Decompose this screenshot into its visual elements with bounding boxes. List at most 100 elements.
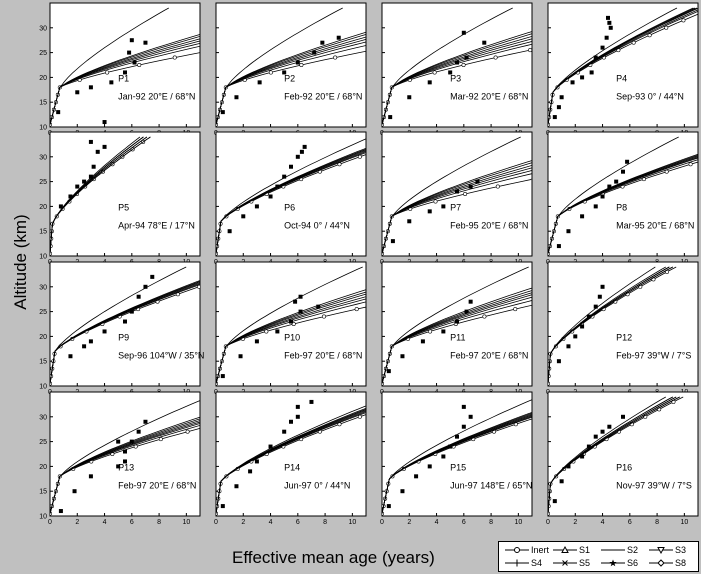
- panel-frame: [547, 131, 699, 257]
- observation-point: [407, 95, 412, 100]
- series-point-inert: [681, 18, 686, 23]
- x-tick-label: 4: [435, 519, 439, 526]
- series-point-inert: [333, 55, 338, 60]
- panel-id-label: P12: [616, 332, 632, 342]
- observation-point: [600, 284, 605, 289]
- observation-point: [132, 60, 137, 65]
- observation-point: [136, 429, 141, 434]
- x-tick-label: 6: [462, 519, 466, 526]
- panel-frame: [547, 391, 699, 517]
- observation-point: [400, 354, 405, 359]
- legend-item-s6: S6: [601, 558, 638, 568]
- legend-marker-line-icon: [601, 549, 625, 551]
- x-axis-label: Effective mean age (years): [232, 548, 435, 567]
- observation-point: [88, 85, 93, 90]
- x-tick-label: 8: [655, 519, 659, 526]
- y-tick-label: 30: [39, 25, 47, 32]
- observation-point: [455, 434, 459, 439]
- observation-point: [614, 179, 619, 184]
- model-lines: [548, 266, 677, 386]
- series-line-s8: [382, 7, 513, 125]
- observation-point: [75, 90, 80, 95]
- panel-id-label: P16: [616, 462, 632, 472]
- y-tick-label: 30: [39, 284, 47, 291]
- observation-point: [559, 479, 564, 484]
- series-point-inert: [354, 307, 359, 312]
- panel-caption: Feb-97 20°E / 68°N: [118, 481, 196, 491]
- panel-caption: Sep-96 104°W / 35°N: [118, 351, 204, 361]
- y-axis-label: Altitude (km): [11, 214, 30, 310]
- panel-frame: [49, 261, 201, 387]
- legend-item-s2: S2: [601, 545, 638, 555]
- observation-point: [441, 204, 446, 209]
- observation-point: [123, 319, 127, 324]
- panel-id-label: P3: [450, 73, 461, 83]
- observation-point: [621, 169, 625, 174]
- observation-point: [129, 38, 134, 43]
- observation-point: [88, 339, 93, 344]
- panel-p14: 0 2 4 6 8 10 P14 Jun-97 0° / 44°N: [214, 391, 367, 526]
- series-point-inert: [493, 55, 498, 60]
- observation-point: [461, 424, 466, 429]
- y-tick-label: 25: [39, 439, 47, 446]
- panel-p2: 0246810P2Feb-92 20°E / 68°N: [214, 2, 367, 137]
- y-tick-label: 20: [39, 75, 47, 82]
- panel-p4: 0246810P4Sep-93 0° / 44°N: [546, 2, 699, 137]
- observation-point: [82, 344, 87, 349]
- observation-point: [448, 70, 453, 75]
- observation-point: [552, 499, 557, 504]
- observation-point: [441, 329, 446, 334]
- observation-point: [220, 374, 225, 379]
- series-point-inert: [688, 162, 693, 167]
- series-point-inert: [158, 437, 163, 442]
- series-point-inert: [172, 55, 177, 60]
- series-line-s8: [50, 136, 141, 254]
- y-tick-label: 15: [39, 359, 47, 366]
- observation-point: [427, 209, 432, 214]
- panel-p15: 0 2 4 6 8 10 P15 Jun-97 148°E / 65°N: [380, 391, 540, 526]
- series-line-s8: [216, 7, 343, 125]
- legend-marker-star-icon: [601, 559, 625, 567]
- observation-point: [275, 329, 280, 334]
- panel-p7: 0246810P7Feb-95 20°E / 68°N: [380, 131, 533, 266]
- x-tick-label: 10: [514, 519, 522, 526]
- series-point-inert: [268, 70, 273, 75]
- observation-point: [320, 40, 325, 45]
- y-tick-label: 15: [39, 100, 47, 107]
- observation-point: [312, 50, 317, 55]
- panel-caption: Feb-97 20°E / 68°N: [284, 351, 362, 361]
- observation-point: [461, 30, 466, 35]
- x-tick-label: 4: [103, 519, 107, 526]
- observation-point: [566, 229, 571, 234]
- panel-frame: [215, 131, 367, 257]
- observation-point: [282, 429, 287, 434]
- observation-point: [580, 324, 585, 329]
- observation-point: [88, 174, 93, 179]
- model-lines: [548, 136, 698, 256]
- legend-marker-circle-icon: [505, 547, 529, 553]
- series-point-inert: [537, 415, 540, 418]
- observation-point: [129, 309, 134, 314]
- series-point-inert: [211, 48, 214, 51]
- panel-caption: Feb-92 20°E / 68°N: [284, 92, 362, 102]
- y-tick-label: 25: [39, 50, 47, 57]
- x-tick-label: 8: [157, 519, 161, 526]
- series-line-s8: [548, 266, 656, 384]
- observation-point: [299, 149, 304, 154]
- observation-point: [293, 299, 298, 304]
- panel-frame: [215, 391, 367, 517]
- legend-item-s4: S4: [505, 558, 542, 568]
- observation-point: [254, 204, 259, 209]
- observation-point: [268, 194, 273, 199]
- observation-point: [143, 284, 148, 289]
- x-tick-label: 10: [348, 519, 356, 526]
- panel-p16: 0 2 4 6 8 10 P16 Nov-97 39°W / 7°S: [546, 391, 699, 526]
- panel-p11: 0246810P11Feb-97 20°E / 68°N: [380, 261, 533, 396]
- series-point-inert: [531, 177, 532, 181]
- observation-point: [220, 110, 225, 115]
- observation-point: [407, 219, 412, 224]
- observation-point: [238, 354, 243, 359]
- panel-frame: [49, 391, 201, 517]
- observation-point: [580, 75, 585, 80]
- panel-caption: Jun-97 0° / 44°N: [284, 481, 350, 491]
